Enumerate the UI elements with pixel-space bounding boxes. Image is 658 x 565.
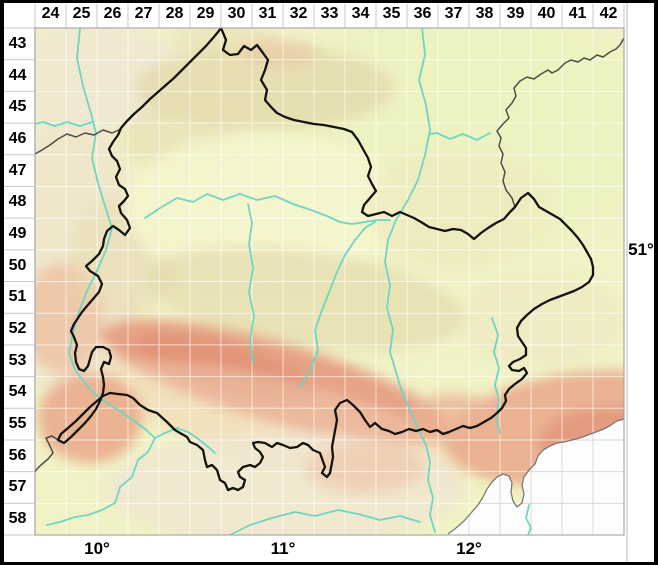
outer-border-top <box>0 0 658 3</box>
river-lines <box>34 27 646 536</box>
outer-border-bottom <box>0 562 658 565</box>
right-margin <box>624 0 658 565</box>
no-data-region <box>448 419 624 535</box>
neighbor-boundary-lines <box>34 37 625 473</box>
left-margin <box>0 0 35 565</box>
outer-border-right <box>654 0 658 565</box>
map-frame <box>34 27 625 536</box>
map-grid-lines <box>35 28 624 535</box>
state-boundary-line <box>56 26 595 492</box>
bottom-margin <box>0 535 658 565</box>
country-border-line <box>447 418 625 535</box>
header-separators <box>4 3 628 562</box>
outer-border-left <box>0 0 4 565</box>
top-margin <box>0 0 658 28</box>
